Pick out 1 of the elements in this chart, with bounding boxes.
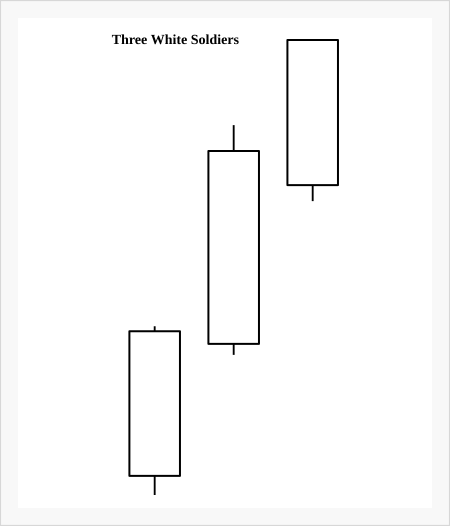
chart-title: Three White Soldiers	[112, 34, 239, 44]
